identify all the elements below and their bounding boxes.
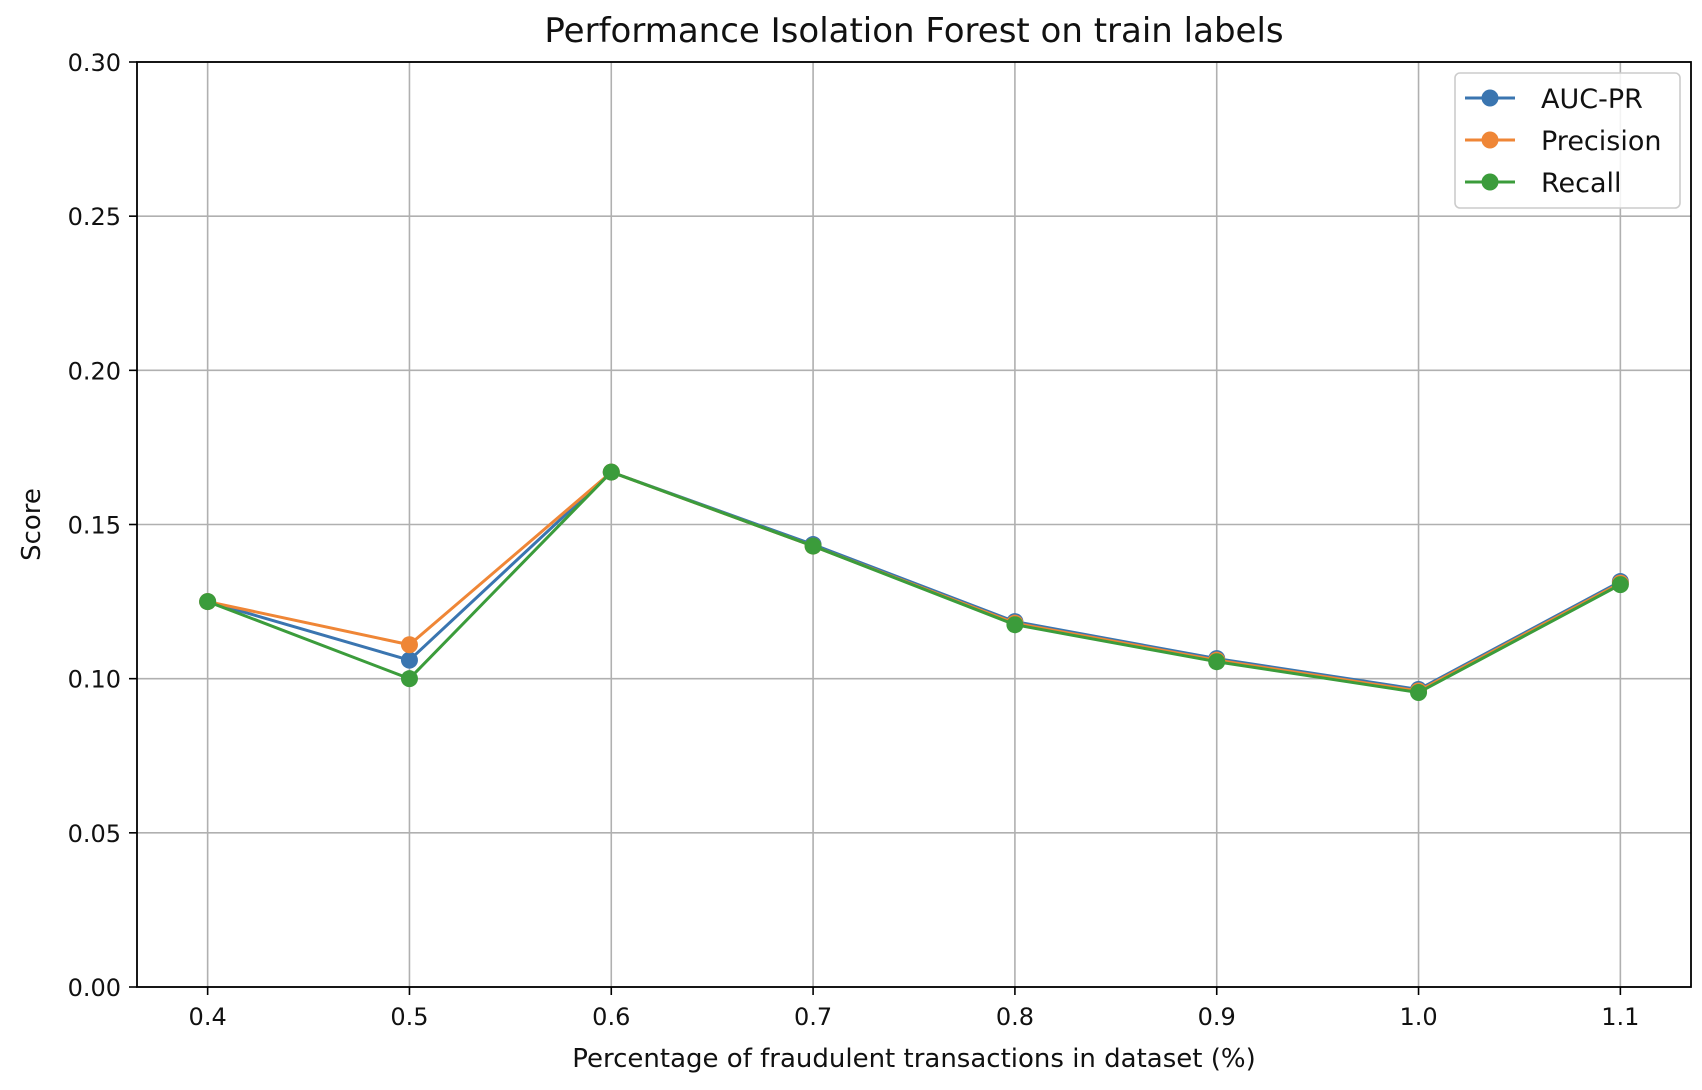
x-tick-label: 0.8 <box>996 1003 1034 1031</box>
x-tick-label: 0.4 <box>189 1003 227 1031</box>
x-tick-label: 0.9 <box>1198 1003 1236 1031</box>
x-tick-label: 0.5 <box>390 1003 428 1031</box>
series-recall <box>199 463 1629 702</box>
legend-label: AUC-PR <box>1541 84 1643 115</box>
y-tick-label: 0.20 <box>68 357 121 385</box>
legend-swatch-marker <box>1481 173 1499 191</box>
data-point-recall <box>1208 653 1226 671</box>
legend-label: Recall <box>1541 168 1622 199</box>
data-point-precision <box>400 636 418 654</box>
x-axis-label: Percentage of fraudulent transactions in… <box>572 1044 1255 1074</box>
data-point-recall <box>1006 616 1024 634</box>
data-point-recall <box>1611 576 1629 594</box>
data-point-auc-pr <box>400 651 418 669</box>
chart-title: Performance Isolation Forest on train la… <box>544 11 1283 51</box>
series-line-recall <box>207 470 1622 695</box>
legend-swatch-marker <box>1481 131 1499 149</box>
plot-series <box>199 463 1629 702</box>
legend-item-recall: Recall <box>1465 168 1622 199</box>
legend-items: AUC-PR Precision Recall <box>1465 84 1661 199</box>
data-point-recall <box>400 670 418 688</box>
axis-ticks: 0.4 0.5 0.6 0.7 0.8 0.9 1.0 1.1 0.00 0.05 0.10 0.15… <box>68 49 1640 1031</box>
y-tick-label: 0.05 <box>68 820 121 848</box>
x-tick-label: 0.7 <box>794 1003 832 1031</box>
data-point-recall <box>602 463 620 481</box>
legend-item-precision: Precision <box>1465 126 1661 157</box>
y-axis-label: Score <box>17 488 47 561</box>
y-tick-label: 0.00 <box>68 974 121 1002</box>
legend-label: Precision <box>1541 126 1661 157</box>
y-tick-label: 0.15 <box>68 512 121 540</box>
data-point-recall <box>1410 684 1428 702</box>
x-tick-label: 1.0 <box>1399 1003 1437 1031</box>
data-point-recall <box>804 537 822 555</box>
grid-lines <box>137 61 1691 988</box>
y-tick-label: 0.10 <box>68 666 121 694</box>
data-point-recall <box>199 593 217 611</box>
legend-box <box>1454 72 1681 209</box>
legend-swatch-marker <box>1481 89 1499 107</box>
x-tick-label: 1.1 <box>1601 1003 1639 1031</box>
y-tick-label: 0.30 <box>68 49 121 77</box>
legend-item-auc-pr: AUC-PR <box>1465 84 1643 115</box>
legend: AUC-PR Precision Recall <box>1454 72 1681 209</box>
y-tick-label: 0.25 <box>68 203 121 231</box>
x-tick-label: 0.6 <box>592 1003 630 1031</box>
